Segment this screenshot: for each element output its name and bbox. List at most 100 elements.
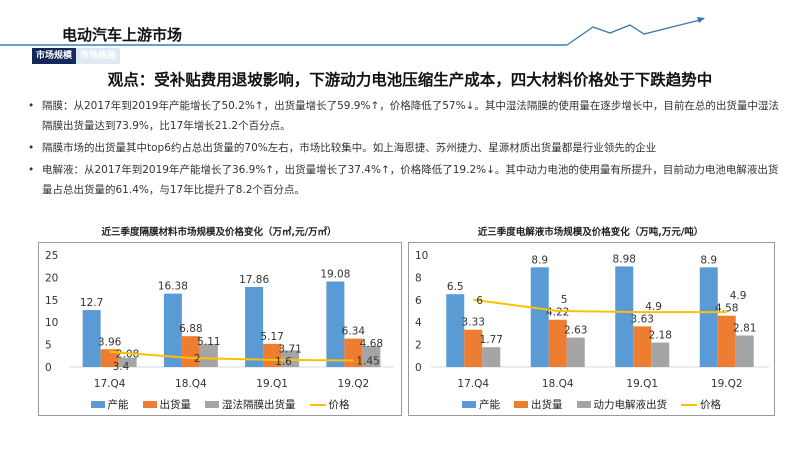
- y-tick-label: 0: [45, 362, 52, 374]
- bar-value-label: 3.33: [462, 317, 485, 329]
- chart-legend: 产能 出货量 湿法隔膜出货量 价格: [39, 397, 401, 412]
- legend-label: 产能: [107, 399, 129, 411]
- legend-swatch-icon: [309, 403, 326, 406]
- bar-动力电解液出货: [482, 347, 501, 367]
- bullet-item: • 电解液：从2017年到2019年产能增长了36.9%↑，出货量增长了37.4%…: [28, 160, 788, 200]
- bar-value-label: 8.98: [613, 253, 636, 265]
- bar-value-label: 2.08: [116, 349, 139, 361]
- y-tick-label: 8: [415, 272, 422, 284]
- bar-出货量: [717, 315, 736, 367]
- bullet-dot-icon: •: [28, 142, 35, 154]
- bar-value-label: 3.63: [631, 313, 654, 325]
- x-tick-label: 19.Q1: [626, 378, 658, 390]
- tab-market-size[interactable]: 市场规模: [32, 48, 77, 64]
- price-value-label: 2: [194, 353, 201, 365]
- header-divider: [0, 44, 567, 46]
- chart-electrolyte: 0 2 4 6 8 10 17.Q4 18.Q4 19.Q1 19.Q2 6.5 8.9 8.98 8.9…: [408, 242, 775, 416]
- bar-value-label: 2.63: [564, 325, 587, 337]
- bar-value-label: 6.88: [179, 323, 202, 335]
- bar-产能: [615, 266, 634, 367]
- headline: 观点：受补贴费用退坡影响，下游动力电池压缩生产成本，四大材料价格处于下跌趋势中: [107, 71, 713, 89]
- legend-item: 动力电解液出货: [576, 397, 668, 412]
- bar-出货量: [263, 343, 282, 367]
- price-value-label: 4.9: [730, 290, 747, 302]
- bullet-text: 电解液：从2017年到2019年产能增长了36.9%↑，出货量增长了37.4%↑…: [42, 164, 779, 196]
- legend-item: 价格: [681, 397, 721, 412]
- chart-electrolyte-plot: 0 2 4 6 8 10 17.Q4 18.Q4 19.Q1 19.Q2 6.5 8.9 8.98 8.9…: [415, 250, 769, 390]
- x-tick-label: 19.Q2: [338, 378, 370, 390]
- legend-swatch-icon: [462, 401, 476, 408]
- x-tick-label: 18.Q4: [175, 378, 207, 390]
- tab-market-structure[interactable]: 市场格局: [76, 48, 121, 64]
- bar-value-label: 17.86: [239, 274, 269, 286]
- bar-value-label: 5.11: [197, 336, 220, 348]
- bar-出货量: [633, 326, 652, 367]
- price-value-label: 1.45: [356, 356, 379, 368]
- y-tick-label: 4: [415, 317, 422, 329]
- price-value-label: 3.4: [113, 361, 130, 373]
- x-tick-label: 19.Q1: [256, 378, 288, 390]
- y-tick-label: 10: [415, 250, 428, 262]
- bar-动力电解液出货: [735, 335, 754, 367]
- bar-value-label: 4.22: [546, 307, 569, 319]
- price-line: [473, 298, 727, 314]
- bullet-dot-icon: •: [28, 164, 35, 176]
- bar-出货量: [100, 349, 119, 367]
- x-tick-label: 17.Q4: [457, 378, 489, 390]
- bar-value-label: 2.81: [733, 323, 756, 335]
- chart-separator: 0 5 10 15 20 25 17.Q4 18.Q4 19.Q1 19.Q2 12.7 16.38 1…: [38, 242, 402, 416]
- bar-产能: [163, 293, 182, 367]
- y-tick-label: 20: [45, 272, 58, 284]
- legend-item: 出货量: [142, 397, 192, 412]
- legend-label: 湿法隔膜出货量: [222, 399, 296, 411]
- y-tick-label: 2: [415, 340, 422, 352]
- bullet-dot-icon: •: [28, 100, 35, 112]
- bar-value-label: 6.34: [342, 326, 366, 338]
- bullet-item: • 隔膜市场的出货量其中top6约占总出货量的70%左右，市场比较集中。如上海恩捷…: [28, 138, 788, 158]
- bar-湿法隔膜出货量: [199, 344, 218, 367]
- legend-item: 产能: [462, 397, 500, 412]
- y-tick-label: 25: [45, 250, 58, 262]
- bullet-item: • 隔膜：从2017年到2019年产能增长了50.2%↑，出货量增长了59.9%↑…: [28, 96, 788, 136]
- bar-动力电解液出货: [566, 337, 585, 367]
- price-value-label: 4.9: [645, 301, 662, 313]
- legend-item: 湿法隔膜出货量: [205, 397, 296, 412]
- page-title: 电动汽车上游市场: [62, 26, 183, 44]
- bar-value-label: 4.68: [360, 338, 383, 350]
- bar-出货量: [181, 336, 200, 367]
- legend-label: 出货量: [159, 399, 192, 411]
- bar-湿法隔膜出货量: [281, 350, 300, 367]
- bar-湿法隔膜出货量: [362, 346, 381, 367]
- bar-value-label: 3.96: [98, 336, 122, 348]
- legend-label: 价格: [700, 399, 721, 411]
- chart-legend: 产能 出货量 动力电解液出货 价格: [409, 397, 774, 412]
- bar-出货量: [464, 329, 483, 367]
- legend-swatch-icon: [142, 401, 157, 408]
- trend-arrow-icon: [566, 17, 705, 46]
- y-tick-label: 5: [45, 340, 52, 352]
- y-tick-label: 15: [45, 295, 58, 307]
- chart-title-electrolyte: 近三季度电解液市场规模及价格变化（万吨,万元/吨）: [477, 227, 704, 238]
- legend-item: 出货量: [514, 397, 563, 412]
- legend-label: 价格: [328, 399, 350, 411]
- y-tick-label: 0: [415, 362, 422, 374]
- chart-separator-plot: 0 5 10 15 20 25 17.Q4 18.Q4 19.Q1 19.Q2 12.7 16.38 1…: [45, 250, 394, 390]
- bar-产能: [245, 286, 264, 367]
- price-value-label: 1.6: [275, 356, 292, 368]
- legend-swatch-icon: [576, 401, 591, 408]
- bar-产能: [530, 267, 549, 367]
- bar-产能: [326, 281, 345, 367]
- legend-swatch-icon: [90, 401, 105, 408]
- price-line: [109, 350, 354, 362]
- x-tick-label: 17.Q4: [94, 378, 126, 390]
- bar-湿法隔膜出货量: [118, 357, 137, 367]
- chart-title-separator: 近三季度隔膜材料市场规模及价格变化（万㎡,元/万㎡）: [101, 227, 337, 238]
- bar-产能: [446, 294, 465, 367]
- bar-产能: [699, 267, 718, 367]
- tab-bar: 市场规模 市场格局: [32, 48, 121, 64]
- bullet-text: 隔膜市场的出货量其中top6约占总出货量的70%左右，市场比较集中。如上海恩捷、…: [42, 142, 657, 154]
- legend-label: 动力电解液出货: [593, 399, 668, 411]
- legend-swatch-icon: [681, 403, 697, 406]
- legend-label: 产能: [479, 399, 500, 411]
- price-value-label: 6: [476, 295, 483, 307]
